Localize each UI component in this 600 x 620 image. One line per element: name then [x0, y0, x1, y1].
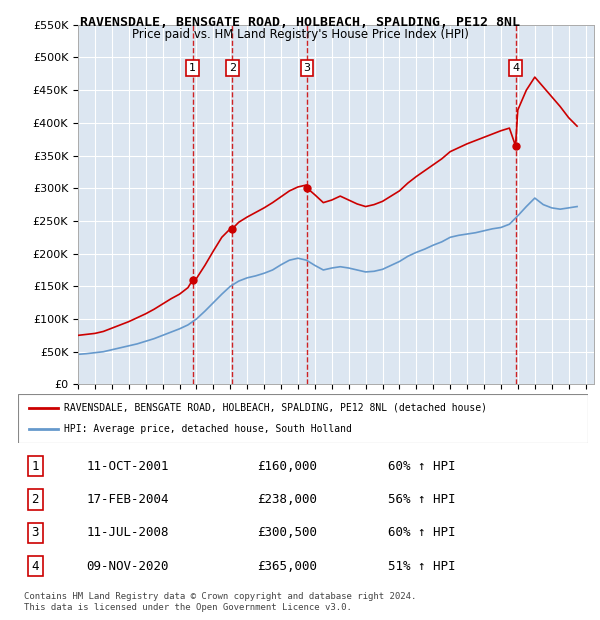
Text: 11-JUL-2008: 11-JUL-2008	[86, 526, 169, 539]
Text: RAVENSDALE, BENSGATE ROAD, HOLBEACH, SPALDING, PE12 8NL (detached house): RAVENSDALE, BENSGATE ROAD, HOLBEACH, SPA…	[64, 402, 487, 412]
Text: 2: 2	[31, 493, 39, 506]
Text: £160,000: £160,000	[257, 459, 317, 472]
Text: RAVENSDALE, BENSGATE ROAD, HOLBEACH, SPALDING, PE12 8NL: RAVENSDALE, BENSGATE ROAD, HOLBEACH, SPA…	[80, 16, 520, 29]
Text: HPI: Average price, detached house, South Holland: HPI: Average price, detached house, Sout…	[64, 425, 352, 435]
Text: 3: 3	[31, 526, 39, 539]
Text: £300,500: £300,500	[257, 526, 317, 539]
Text: 51% ↑ HPI: 51% ↑ HPI	[389, 560, 456, 573]
Text: 56% ↑ HPI: 56% ↑ HPI	[389, 493, 456, 506]
Text: £365,000: £365,000	[257, 560, 317, 573]
Text: 60% ↑ HPI: 60% ↑ HPI	[389, 526, 456, 539]
Text: 11-OCT-2001: 11-OCT-2001	[86, 459, 169, 472]
Text: 1: 1	[31, 459, 39, 472]
Text: 2: 2	[229, 63, 236, 73]
Text: 3: 3	[304, 63, 310, 73]
Text: Price paid vs. HM Land Registry's House Price Index (HPI): Price paid vs. HM Land Registry's House …	[131, 28, 469, 41]
Text: 17-FEB-2004: 17-FEB-2004	[86, 493, 169, 506]
Text: 4: 4	[512, 63, 519, 73]
FancyBboxPatch shape	[18, 394, 588, 443]
Text: 4: 4	[31, 560, 39, 573]
Text: 60% ↑ HPI: 60% ↑ HPI	[389, 459, 456, 472]
Text: £238,000: £238,000	[257, 493, 317, 506]
Text: 09-NOV-2020: 09-NOV-2020	[86, 560, 169, 573]
Text: 1: 1	[189, 63, 196, 73]
Text: Contains HM Land Registry data © Crown copyright and database right 2024.
This d: Contains HM Land Registry data © Crown c…	[24, 592, 416, 611]
